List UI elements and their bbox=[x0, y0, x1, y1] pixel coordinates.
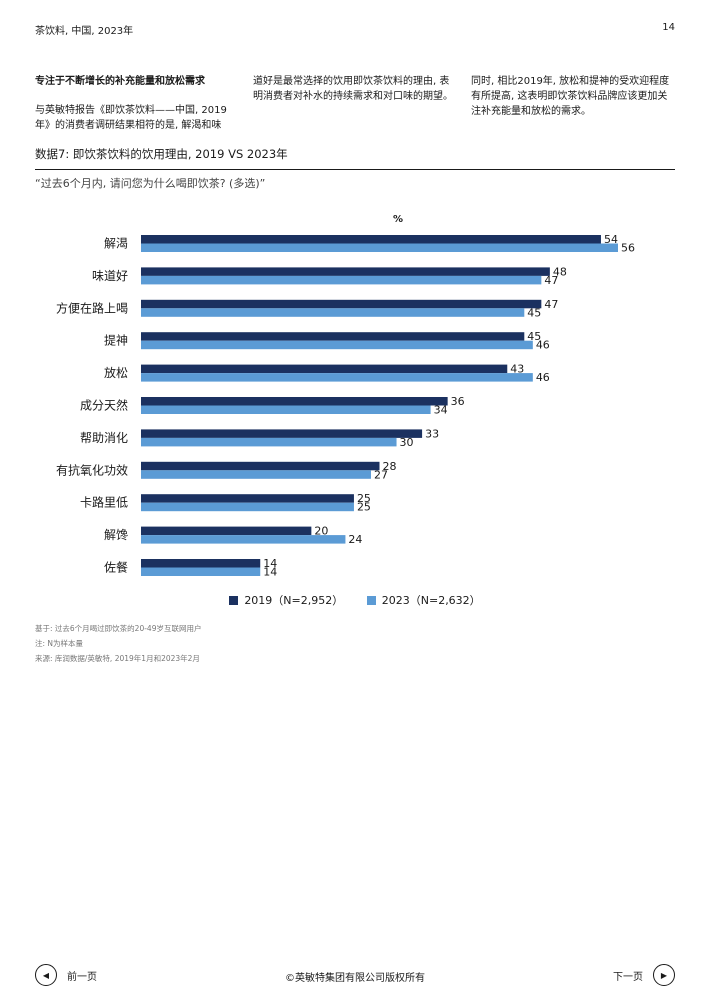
bar-2019 bbox=[141, 397, 448, 406]
bar-2023 bbox=[141, 340, 533, 350]
bar-2023 bbox=[141, 405, 431, 414]
chart-notes: 基于: 过去6个月喝过即饮茶的20-49岁互联网用户 注: N为样本量 来源: … bbox=[35, 621, 201, 666]
bar-2019 bbox=[141, 526, 312, 536]
bar-2023 bbox=[141, 243, 618, 252]
chart-legend: 2019（N=2,952） 2023（N=2,632） bbox=[0, 592, 710, 608]
category-label: 味道好 bbox=[92, 269, 128, 283]
value-label-2019: 36 bbox=[451, 395, 465, 408]
category-label: 佐餐 bbox=[104, 560, 128, 575]
bar-2019 bbox=[141, 267, 550, 276]
value-label-2023: 56 bbox=[621, 242, 635, 255]
value-label-2019: 45 bbox=[527, 330, 541, 343]
value-label-2023: 45 bbox=[527, 306, 541, 319]
report-header: 茶饮料, 中国, 2023年 bbox=[35, 26, 134, 37]
value-label-2023: 47 bbox=[544, 274, 558, 287]
bar-2019 bbox=[141, 429, 423, 438]
text-column-1: 专注于不断增长的补充能量和放松需求 与英敏特报告《即饮茶饮料——中国, 2019… bbox=[35, 74, 240, 133]
legend-label-2019: 2019（N=2,952） bbox=[244, 594, 344, 607]
value-label-2019: 54 bbox=[604, 233, 618, 246]
bar-2019 bbox=[141, 364, 508, 374]
note-source: 来源: 库润数据/英敏特, 2019年1月和2023年2月 bbox=[35, 654, 200, 663]
value-label-2019: 47 bbox=[544, 298, 558, 311]
copyright-notice: ©英敏特集团有限公司版权所有 bbox=[285, 973, 425, 984]
value-label-2023: 24 bbox=[348, 533, 362, 546]
previous-page-label: 前一页 bbox=[67, 971, 97, 983]
bar-2019 bbox=[141, 494, 354, 503]
legend-item-2019: 2019（N=2,952） bbox=[229, 592, 343, 608]
value-label-2023: 14 bbox=[263, 566, 277, 579]
bar-2023 bbox=[141, 502, 354, 512]
text-column-3: 同时, 相比2019年, 放松和提神的受欢迎程度有所提高, 这表明即饮茶饮料品牌… bbox=[471, 74, 676, 119]
legend-swatch-2019 bbox=[229, 596, 239, 605]
column-1-body: 与英敏特报告《即饮茶饮料——中国, 2019年》的消费者调研结果相符的是, 解渴… bbox=[35, 105, 227, 131]
bar-2023 bbox=[141, 470, 371, 479]
note-base: 基于: 过去6个月喝过即饮茶的20-49岁互联网用户 bbox=[35, 624, 202, 633]
survey-question: “过去6个月内, 请问您为什么喝即饮茶? (多选)” bbox=[35, 177, 266, 190]
value-label-2023: 27 bbox=[374, 468, 388, 481]
bar-2023 bbox=[141, 373, 533, 382]
category-label: 解馋 bbox=[104, 528, 128, 542]
note-sample: 注: N为样本量 bbox=[35, 639, 84, 648]
left-triangle-icon: ◀ bbox=[35, 964, 57, 986]
value-label-2019: 28 bbox=[383, 460, 397, 473]
bar-2019 bbox=[141, 461, 380, 471]
bar-2023 bbox=[141, 437, 397, 447]
bar-2019 bbox=[141, 559, 261, 568]
value-label-2019: 14 bbox=[263, 557, 277, 570]
legend-label-2023: 2023（N=2,632） bbox=[381, 594, 481, 607]
value-label-2023: 46 bbox=[536, 339, 550, 352]
category-label: 提神 bbox=[104, 333, 128, 348]
category-label: 解渴 bbox=[104, 237, 128, 251]
page-footer: ◀ 前一页 ©英敏特集团有限公司版权所有 下一页 ▶ bbox=[0, 963, 710, 987]
value-label-2019: 20 bbox=[314, 525, 328, 538]
bar-2023 bbox=[141, 535, 346, 544]
category-label: 成分天然 bbox=[80, 398, 128, 413]
category-label: 放松 bbox=[104, 365, 128, 380]
bar-2023 bbox=[141, 567, 261, 576]
unit-label: % bbox=[393, 214, 403, 225]
column-2-body: 道好是最常选择的饮用即饮茶饮料的理由, 表明消费者对补水的持续需求和对口味的期望… bbox=[253, 76, 453, 102]
next-page-label: 下一页 bbox=[613, 971, 643, 983]
next-page-button[interactable]: 下一页 ▶ bbox=[613, 963, 675, 987]
bar-2019 bbox=[141, 332, 525, 341]
bar-2023 bbox=[141, 275, 542, 285]
section-heading: 专注于不断增长的补充能量和放松需求 bbox=[35, 76, 205, 87]
value-label-2019: 48 bbox=[553, 265, 567, 278]
value-label-2023: 25 bbox=[357, 501, 371, 514]
value-label-2023: 46 bbox=[536, 371, 550, 384]
previous-page-button[interactable]: ◀ 前一页 bbox=[35, 963, 97, 987]
right-triangle-icon: ▶ bbox=[653, 964, 675, 986]
bar-2019 bbox=[141, 299, 542, 309]
category-label: 帮助消化 bbox=[80, 431, 128, 445]
page-number: 14 bbox=[662, 22, 675, 33]
value-label-2019: 25 bbox=[357, 492, 371, 505]
value-label-2023: 30 bbox=[400, 436, 414, 449]
bar-2019 bbox=[141, 235, 601, 244]
value-label-2019: 33 bbox=[425, 427, 439, 440]
category-label: 有抗氧化功效 bbox=[56, 462, 128, 477]
figure-divider bbox=[35, 169, 675, 170]
category-label: 方便在路上喝 bbox=[56, 300, 128, 315]
value-label-2023: 34 bbox=[434, 404, 448, 417]
legend-item-2023: 2023（N=2,632） bbox=[366, 592, 481, 608]
figure-title: 数据7: 即饮茶饮料的饮用理由, 2019 VS 2023年 bbox=[35, 147, 288, 161]
text-column-2: 道好是最常选择的饮用即饮茶饮料的理由, 表明消费者对补水的持续需求和对口味的期望… bbox=[253, 74, 458, 104]
bar-2023 bbox=[141, 308, 525, 317]
column-3-body: 同时, 相比2019年, 放松和提神的受欢迎程度有所提高, 这表明即饮茶饮料品牌… bbox=[471, 76, 670, 117]
value-label-2019: 43 bbox=[510, 363, 524, 376]
category-label: 卡路里低 bbox=[80, 495, 128, 510]
legend-swatch-2023 bbox=[366, 596, 376, 605]
